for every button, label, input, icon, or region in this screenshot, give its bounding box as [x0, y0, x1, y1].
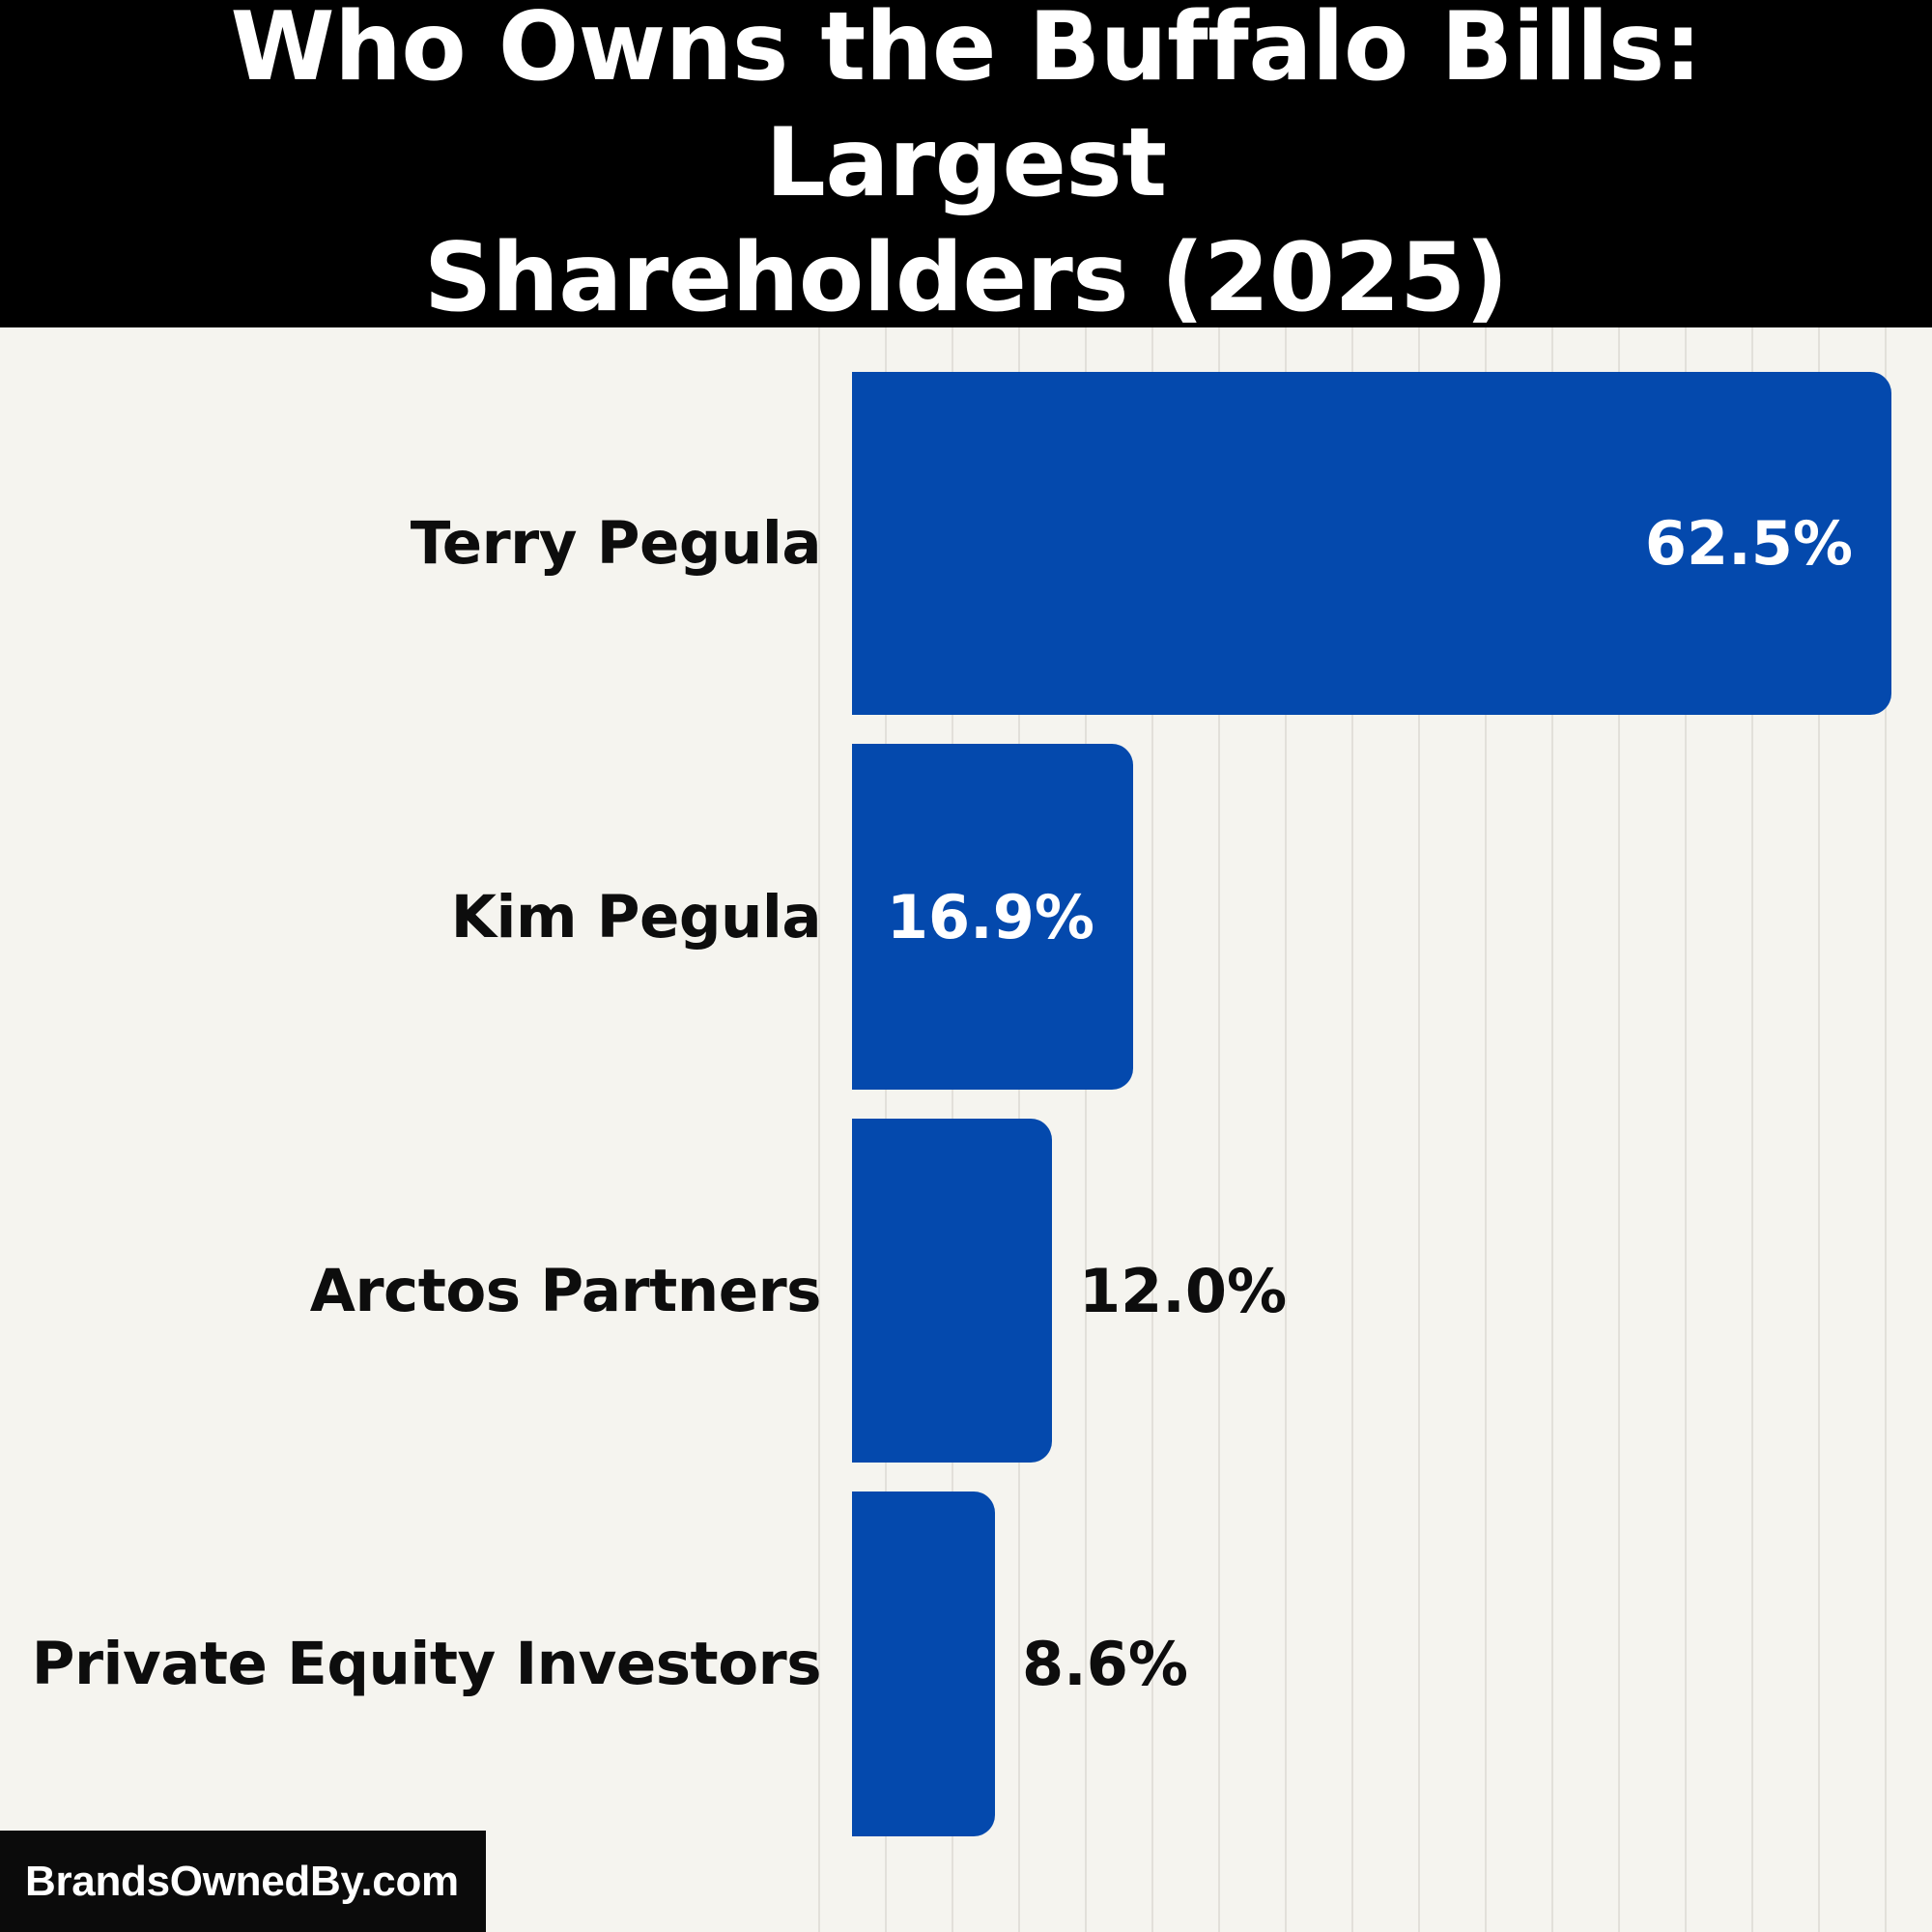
chart-title-line-2: Shareholders (2025) — [423, 223, 1509, 334]
bar-value-label: 8.6% — [1022, 1629, 1188, 1699]
bar-category-label: Arctos Partners — [309, 1256, 822, 1325]
plot-area: Terry Pegula 62.5% Kim Pegula 16.9% Arct… — [0, 327, 1932, 1932]
chart-title-band: Who Owns the Buffalo Bills: Largest Shar… — [0, 0, 1932, 333]
bar-value-label: 12.0% — [1079, 1255, 1288, 1326]
watermark-text: BrandsOwnedBy.com — [25, 1857, 459, 1905]
bar[interactable] — [852, 1492, 995, 1836]
bar-value-label: 62.5% — [1644, 508, 1853, 579]
watermark-badge: BrandsOwnedBy.com — [0, 1831, 486, 1932]
bar-value-label: 16.9% — [886, 881, 1094, 952]
chart-title-line-1: Who Owns the Buffalo Bills: Largest — [230, 0, 1702, 218]
bar-row: Terry Pegula 62.5% — [0, 372, 1932, 715]
bar-category-label: Terry Pegula — [410, 509, 822, 578]
bar-category-label: Kim Pegula — [450, 882, 822, 952]
bar[interactable]: 62.5% — [852, 372, 1891, 715]
bar-row: Private Equity Investors 8.6% — [0, 1492, 1932, 1836]
bar-row: Kim Pegula 16.9% — [0, 744, 1932, 1090]
bar[interactable] — [852, 1119, 1052, 1463]
bar[interactable]: 16.9% — [852, 744, 1133, 1090]
chart-title: Who Owns the Buffalo Bills: Largest Shar… — [116, 0, 1816, 337]
bar-category-label: Private Equity Investors — [31, 1630, 822, 1698]
bar-row: Arctos Partners 12.0% — [0, 1119, 1932, 1463]
